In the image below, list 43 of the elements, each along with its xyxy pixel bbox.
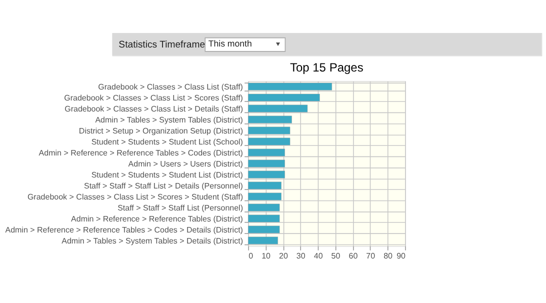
bar bbox=[248, 204, 280, 212]
x-tick-label: 40 bbox=[314, 251, 324, 260]
y-tick-label: Staff > Staff > Staff List (Personnel) bbox=[118, 203, 244, 212]
y-tick-label: Gradebook > Classes > Class List > Scores > Student (Staff) bbox=[27, 192, 244, 202]
y-tick-label: Staff > Staff > Staff List > Details (Personnel) bbox=[84, 181, 244, 190]
bar bbox=[248, 214, 280, 222]
x-tick-label: 70 bbox=[366, 251, 376, 260]
x-tick-label: 90 bbox=[396, 251, 406, 260]
bar bbox=[248, 148, 285, 156]
bar bbox=[248, 94, 320, 102]
y-tick-label: District > Setup > Organization Setup (District) bbox=[78, 126, 244, 136]
x-tick-label: 60 bbox=[348, 251, 358, 260]
bar bbox=[248, 138, 290, 146]
y-tick-label: Admin > Reference > Reference Tables (District) bbox=[71, 214, 244, 224]
chart-title: Top 15 Pages bbox=[290, 60, 364, 74]
x-tick-label: 0 bbox=[248, 251, 254, 260]
x-tick-label: 20 bbox=[279, 251, 288, 260]
bar bbox=[248, 192, 282, 200]
bar bbox=[248, 126, 290, 134]
bar bbox=[248, 160, 285, 168]
y-tick-label: Student > Students > Student List (District) bbox=[91, 170, 244, 180]
y-tick-label: Admin > Tables > System Tables (District) bbox=[95, 115, 244, 124]
bar bbox=[248, 104, 308, 112]
bar bbox=[248, 226, 280, 234]
bar bbox=[248, 236, 278, 244]
y-tick-label: Gradebook > Classes > Class List (Staff) bbox=[98, 82, 244, 92]
text: Statistics Timeframe bbox=[118, 39, 206, 50]
y-tick-label: Admin > Reference > Reference Tables > Codes (District) bbox=[38, 148, 244, 158]
x-tick-label: 80 bbox=[384, 251, 394, 260]
x-tick-label: 30 bbox=[296, 251, 306, 260]
y-tick-label: Admin > Tables > System Tables > Details (District) bbox=[62, 236, 244, 246]
bar bbox=[248, 82, 332, 90]
bar bbox=[248, 116, 292, 124]
x-tick-label: 10 bbox=[262, 251, 272, 260]
text: This month bbox=[208, 38, 252, 49]
x-tick-label: 50 bbox=[331, 251, 341, 260]
y-tick-label: Admin > Reference > Reference Tables > Codes > Details (District) bbox=[5, 225, 244, 234]
y-tick-label: Student > Students > Student List (School) bbox=[91, 137, 244, 146]
bar bbox=[248, 182, 282, 190]
y-tick-label: Gradebook > Classes > Class List > Details (Staff) bbox=[64, 104, 244, 114]
bar bbox=[248, 170, 285, 178]
y-tick-label: Gradebook > Classes > Class List > Scores (Staff) bbox=[64, 93, 244, 102]
y-tick-label: Admin > Users > Users (District) bbox=[128, 159, 244, 168]
